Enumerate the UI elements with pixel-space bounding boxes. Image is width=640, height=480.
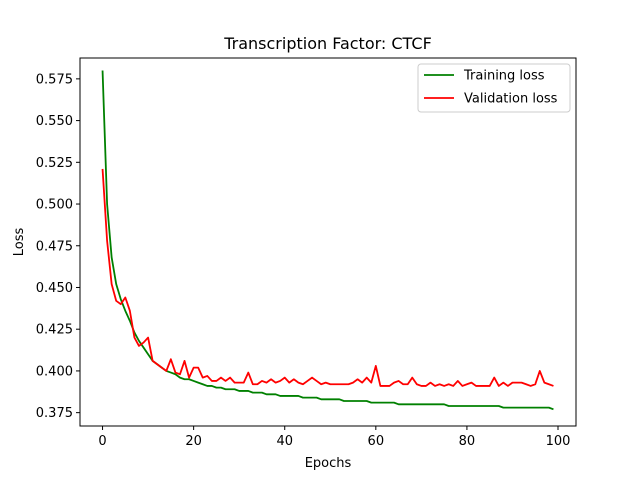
x-tick-label-4: 80 <box>459 434 476 449</box>
y-axis: 0.375 0.400 0.425 0.450 0.475 0.500 0.525 0.550… <box>36 72 80 421</box>
y-tick-label-4: 0.475 <box>36 239 73 254</box>
y-axis-label: Loss <box>12 228 27 257</box>
chart-title: Transcription Factor: CTCF <box>223 34 432 53</box>
x-tick-label-2: 40 <box>276 434 293 449</box>
x-tick-label-0: 0 <box>98 434 106 449</box>
x-axis: 0 20 40 60 80 100 <box>98 426 570 449</box>
x-axis-label: Epochs <box>305 456 352 471</box>
y-tick-label-2: 0.425 <box>36 323 73 338</box>
x-tick-label-5: 100 <box>546 434 571 449</box>
plot-area <box>79 57 577 427</box>
series-line-1 <box>101 168 554 387</box>
legend-box <box>417 63 571 113</box>
plot-frame <box>79 57 577 427</box>
series-line-0 <box>101 70 554 411</box>
y-tick-label-1: 0.400 <box>36 364 73 379</box>
series-layer <box>101 70 554 411</box>
y-tick-label-8: 0.575 <box>36 72 73 87</box>
y-tick-label-6: 0.525 <box>36 156 73 171</box>
y-tick-label-3: 0.450 <box>36 281 73 296</box>
y-tick-label-0: 0.375 <box>36 406 73 421</box>
y-tick-label-5: 0.500 <box>36 198 73 213</box>
x-tick-label-1: 20 <box>185 434 202 449</box>
legend-label-1: Validation loss <box>464 92 558 107</box>
x-tick-label-3: 60 <box>368 434 385 449</box>
y-tick-label-7: 0.550 <box>36 114 73 129</box>
legend: Training loss Validation loss <box>417 63 571 113</box>
legend-label-0: Training loss <box>463 69 545 84</box>
